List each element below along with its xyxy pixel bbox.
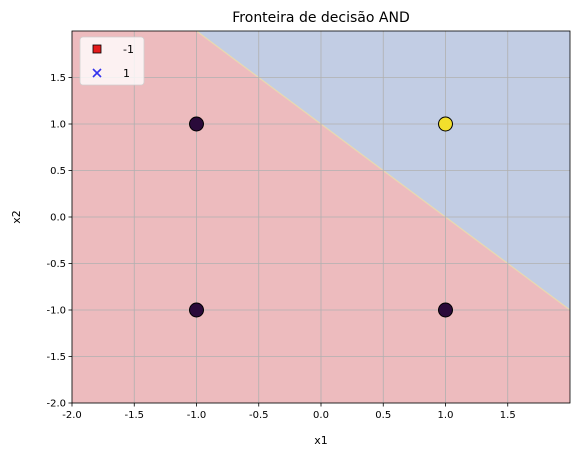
x-tick-label: 1.0 bbox=[438, 410, 454, 421]
y-tick-label: -0.5 bbox=[46, 259, 66, 270]
x-tick-label: -1.0 bbox=[187, 410, 207, 421]
y-axis-ticks: -2.0 -1.5 -1.0 -0.5 0.0 0.5 1.0 1.5 bbox=[46, 73, 72, 410]
y-tick-label: 1.5 bbox=[50, 73, 66, 84]
x-tick-label: -2.0 bbox=[62, 410, 82, 421]
y-tick-label: 0.5 bbox=[50, 166, 66, 177]
x-tick-label: 0.5 bbox=[375, 410, 391, 421]
legend-box bbox=[79, 36, 145, 86]
x-tick-label: 0.0 bbox=[313, 410, 329, 421]
point-class-1 bbox=[438, 116, 453, 132]
x-tick-label: -0.5 bbox=[249, 410, 269, 421]
legend-marker-square bbox=[92, 44, 102, 54]
x-tick-label: -1.5 bbox=[124, 410, 144, 421]
legend-label: -1 bbox=[123, 43, 134, 56]
chart-title: Fronteira de decisão AND bbox=[232, 10, 409, 26]
y-axis-label: x2 bbox=[10, 210, 23, 224]
legend-marker-x bbox=[92, 68, 102, 78]
point-class-neg1 bbox=[189, 116, 204, 132]
y-tick-label: -2.0 bbox=[46, 399, 66, 410]
x-axis-label: x1 bbox=[314, 434, 328, 447]
y-tick-label: 1.0 bbox=[50, 120, 66, 131]
point-class-neg1 bbox=[438, 302, 453, 318]
x-tick-label: 1.5 bbox=[500, 410, 516, 421]
y-tick-label: -1.0 bbox=[46, 306, 66, 317]
legend-label: 1 bbox=[123, 67, 130, 80]
y-tick-label: -1.5 bbox=[46, 352, 66, 363]
y-tick-label: 0.0 bbox=[50, 213, 66, 224]
plot-area bbox=[71, 30, 571, 404]
legend: -1 1 bbox=[79, 36, 145, 86]
point-class-neg1 bbox=[189, 302, 204, 318]
x-axis-ticks: -2.0 -1.5 -1.0 -0.5 0.0 0.5 1.0 1.5 bbox=[62, 403, 516, 421]
